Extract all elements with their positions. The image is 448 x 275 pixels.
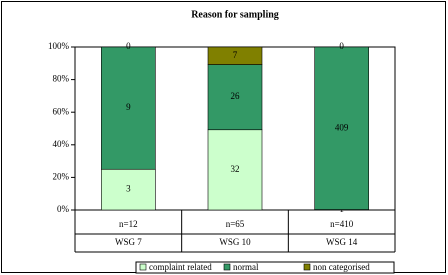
y-tick-label: 100% xyxy=(48,41,70,51)
bar-segment xyxy=(207,129,263,211)
legend-label: complaint related xyxy=(149,262,212,272)
chart-title: Reason for sampling xyxy=(191,9,279,20)
y-tick-label: 20% xyxy=(53,171,70,181)
x-tick-label: WSG 14 xyxy=(326,237,358,247)
x-tick-label: WSG 10 xyxy=(219,237,251,247)
legend-swatch xyxy=(223,263,231,271)
x-tick-label: WSG 7 xyxy=(115,237,142,247)
data-label: 26 xyxy=(231,91,241,101)
bar-segment xyxy=(101,46,156,170)
legend-swatch xyxy=(139,263,147,271)
y-tick-label: 60% xyxy=(53,106,70,116)
legend-swatch xyxy=(303,263,311,271)
data-label: 409 xyxy=(335,122,349,132)
x-sublabel: n=410 xyxy=(330,219,354,229)
legend-label: non categorised xyxy=(313,262,370,272)
legend-box xyxy=(135,261,395,274)
data-label: 0 xyxy=(126,41,131,51)
data-label: 0 xyxy=(339,41,344,51)
data-label: 7 xyxy=(233,50,238,60)
y-tick-label: 80% xyxy=(53,74,70,84)
y-tick-label: 40% xyxy=(53,139,70,149)
data-label: 3 xyxy=(126,184,131,194)
legend-label: normal xyxy=(233,262,259,272)
x-sublabel: n=65 xyxy=(226,219,245,229)
data-label: 32 xyxy=(231,164,240,174)
y-tick-label: 0% xyxy=(57,204,70,214)
bar-segment xyxy=(207,46,263,65)
bar-segment xyxy=(314,46,369,210)
data-label: 9 xyxy=(126,102,131,112)
bar-segment xyxy=(207,64,263,131)
x-sublabel: n=12 xyxy=(119,219,138,229)
